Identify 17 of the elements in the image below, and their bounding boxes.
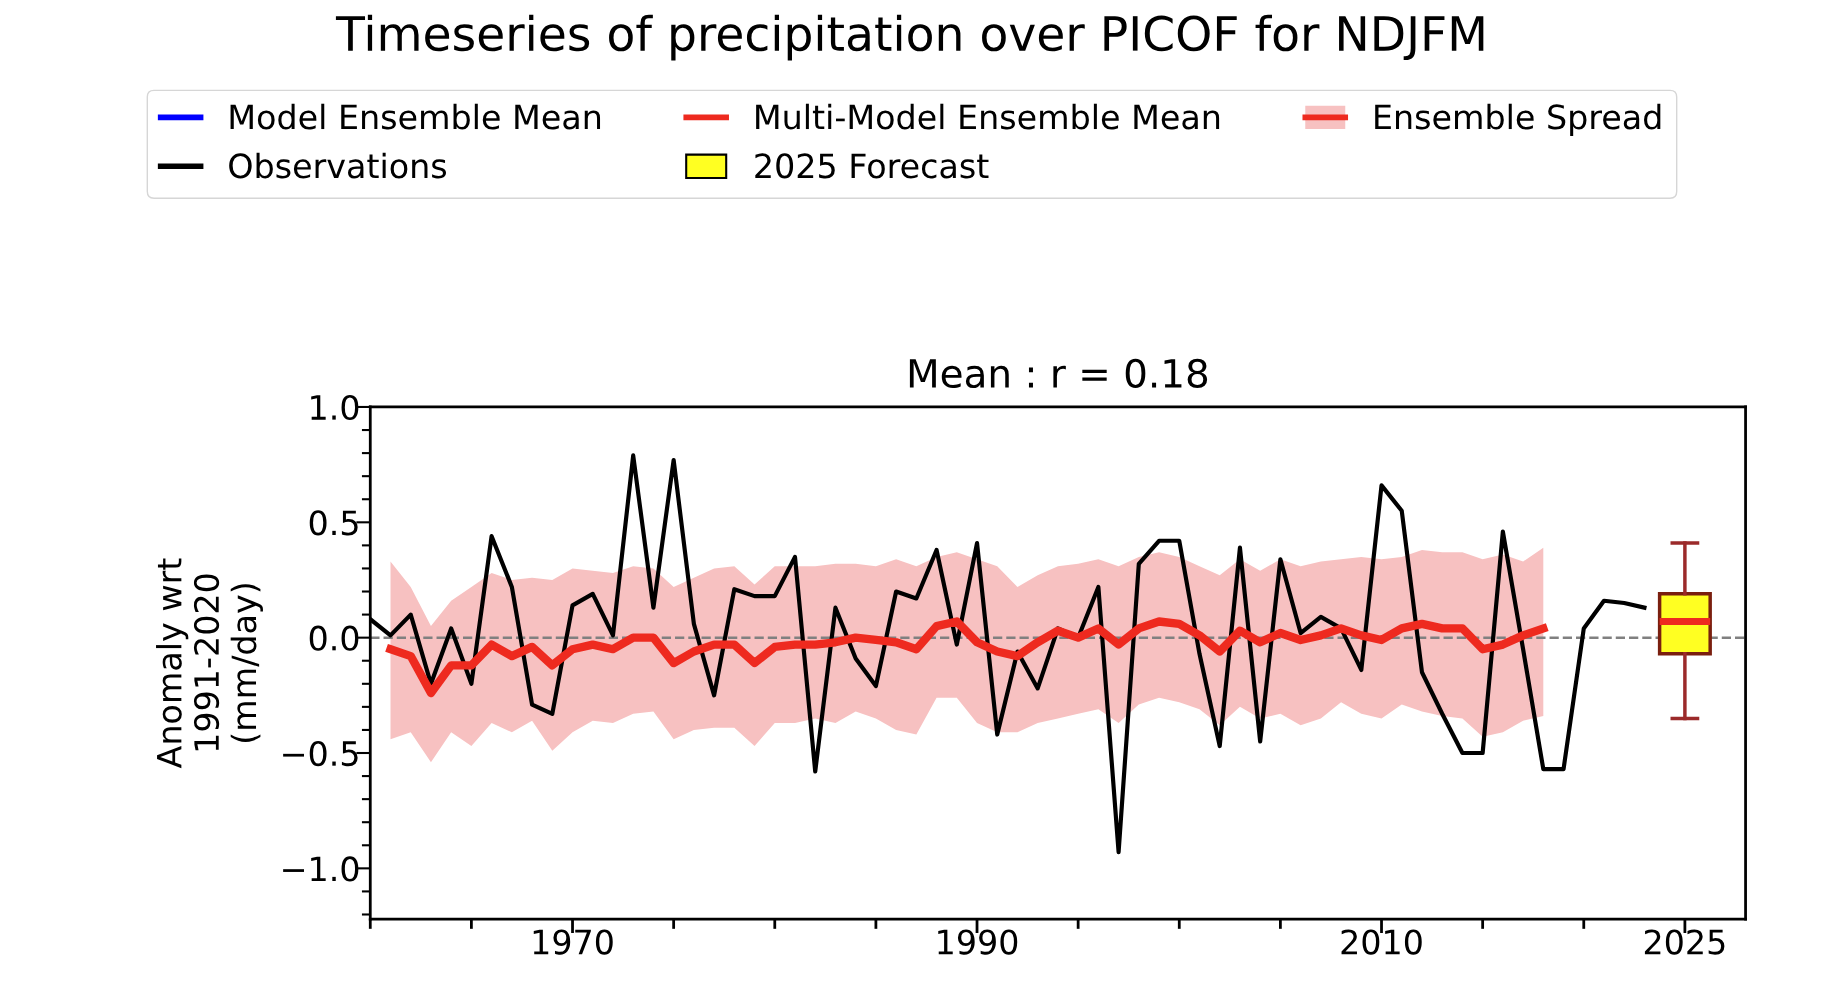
y-tick-label: 0.5 — [309, 510, 358, 536]
x-tick-label: 2010 — [1341, 929, 1422, 955]
y-tick-label: −0.5 — [283, 740, 358, 767]
y-tick-label: 1.0 — [311, 394, 359, 421]
y-tick-label: −1.0 — [283, 856, 359, 882]
x-tick-label: 1970 — [533, 929, 613, 955]
legend-label: Ensemble Spread — [1375, 103, 1661, 136]
y-axis-title: Anomaly wrt 1991-2020 (mm/day) — [156, 558, 263, 769]
legend-label: Multi-Model Ensemble Mean — [756, 103, 1220, 130]
chart-subtitle: Mean : r = 0.18 — [909, 358, 1208, 389]
x-tick-label: 1990 — [938, 929, 1018, 955]
legend-label: Model Ensemble Mean — [230, 103, 601, 130]
x-tick-label: 2025 — [1644, 929, 1725, 955]
legend-label: 2025 Forecast — [755, 153, 989, 179]
legend-label: Observations — [229, 152, 447, 179]
y-tick-label: 0.0 — [309, 625, 359, 651]
chart-title: Timeseries of precipitation over PICOF for NDJFM — [335, 14, 1484, 61]
